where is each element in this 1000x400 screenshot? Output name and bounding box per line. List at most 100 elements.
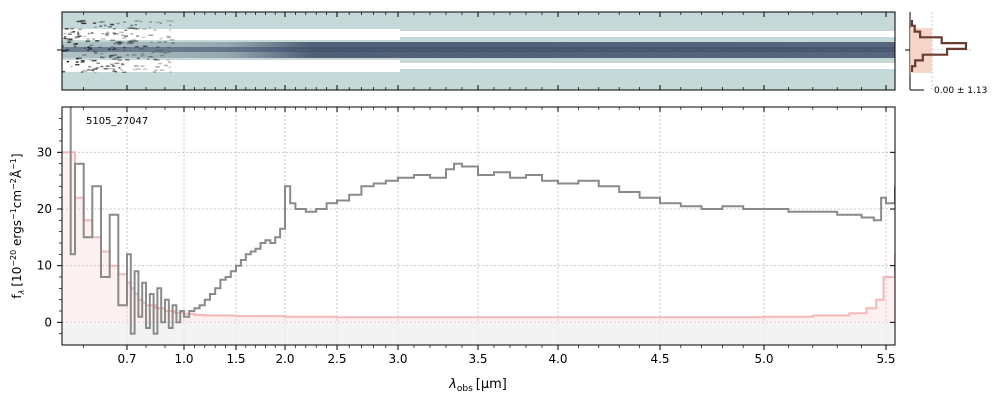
twod-noise <box>76 57 82 60</box>
twod-noise <box>62 50 67 52</box>
twod-noise <box>103 68 109 70</box>
twod-noise <box>130 24 133 26</box>
twod-noise <box>116 22 120 25</box>
twod-noise <box>109 23 115 25</box>
object-id-label: 5105_27047 <box>86 116 148 127</box>
twod-noise <box>146 58 150 60</box>
twod-noise <box>88 66 92 68</box>
twod-noise <box>93 52 98 54</box>
twod-noise <box>124 29 128 31</box>
twod-noise <box>131 40 134 43</box>
twod-noise <box>139 47 144 50</box>
twod-noise <box>108 48 111 51</box>
twod-noise <box>121 63 125 66</box>
twod-noise <box>115 41 121 43</box>
twod-noise <box>64 37 68 40</box>
twod-noise <box>69 31 74 33</box>
x-tick-label: 1.5 <box>226 352 245 366</box>
twod-noise <box>98 46 102 48</box>
twod-noise <box>67 39 73 41</box>
twod-noise <box>134 45 139 48</box>
twod-noise <box>109 56 112 58</box>
twod-noise <box>91 69 95 72</box>
twod-noise <box>134 20 137 22</box>
twod-noise <box>69 28 74 30</box>
twod-noise <box>110 48 116 51</box>
twod-noise <box>164 64 168 67</box>
twod-noise <box>125 59 130 61</box>
twod-noise <box>131 39 137 41</box>
twod-noise <box>156 46 160 48</box>
twod-noise <box>112 28 116 30</box>
twod-noise <box>63 32 67 35</box>
x-tick-label: 2.0 <box>275 352 294 366</box>
twod-noise <box>91 69 95 72</box>
main-frame <box>61 106 896 346</box>
twod-noise <box>159 22 163 24</box>
twod-noise <box>127 27 132 29</box>
twod-noise <box>87 46 90 48</box>
twod-noise <box>77 35 82 37</box>
twod-noise <box>75 43 78 45</box>
twod-noise <box>77 31 80 34</box>
twod-noise <box>139 20 143 23</box>
y-tick-label: 20 <box>37 202 52 216</box>
twod-noise <box>148 34 154 36</box>
twod-noise <box>134 24 138 26</box>
twod-noise <box>171 42 175 44</box>
twod-noise <box>92 22 97 24</box>
twod-noise <box>116 56 122 58</box>
twod-noise <box>77 33 80 35</box>
twod-noise <box>153 29 157 31</box>
twod-noise <box>140 55 145 57</box>
twod-noise <box>64 28 69 30</box>
twod-noise <box>169 20 174 22</box>
twod-noise <box>128 40 133 43</box>
twod-spectrum-panel <box>57 11 896 91</box>
twod-noise <box>103 24 107 27</box>
twod-noise <box>112 68 115 70</box>
twod-noise <box>117 59 122 61</box>
twod-frame <box>61 11 896 91</box>
twod-noise <box>121 63 124 65</box>
twod-noise <box>92 68 98 70</box>
twod-noise <box>88 48 93 50</box>
twod-noise <box>113 47 117 50</box>
x-axis-label: λobs [μm] <box>448 377 507 394</box>
twod-noise <box>155 66 160 68</box>
main-ticks: 0.7 1.0 1.5 2.0 2.5 3.0 3.5 4.0 4.5 5.0 5.5 0 10 20 30 <box>37 107 896 366</box>
twod-noise <box>67 38 73 40</box>
twod-noise <box>85 40 90 42</box>
twod-noise <box>68 33 72 35</box>
twod-noise <box>100 21 105 23</box>
twod-noise <box>75 61 79 63</box>
twod-noise <box>82 54 87 56</box>
y-axis-label: fλ[10−20 ergs−1cm−2Å−1] <box>9 153 26 298</box>
twod-noise <box>82 35 87 38</box>
twod-noise <box>122 71 127 73</box>
twod-noise <box>95 40 100 42</box>
twod-noise <box>112 32 116 34</box>
twod-noise <box>113 33 116 35</box>
main-plot-area <box>62 107 895 345</box>
twod-noise <box>129 42 135 44</box>
twod-noise <box>63 37 66 40</box>
main-spectrum-panel: 0.7 1.0 1.5 2.0 2.5 3.0 3.5 4.0 4.5 5.0 5.5 0 10 20 30… <box>9 106 896 394</box>
twod-noise <box>159 69 165 71</box>
twod-noise <box>114 54 117 56</box>
twod-noise <box>166 20 170 22</box>
twod-noise <box>88 47 92 49</box>
twod-noise <box>75 63 80 66</box>
twod-noise <box>72 31 76 33</box>
twod-noise <box>135 28 140 30</box>
twod-noise <box>153 58 158 61</box>
error-band <box>62 152 895 323</box>
twod-noise <box>94 26 97 28</box>
y-tick-label: 0 <box>44 315 52 329</box>
twod-noise <box>136 57 140 60</box>
twod-noise <box>115 33 119 35</box>
twod-noise <box>155 59 161 61</box>
twod-noise <box>163 52 168 54</box>
twod-noise <box>167 36 171 39</box>
twod-noise <box>100 52 104 55</box>
